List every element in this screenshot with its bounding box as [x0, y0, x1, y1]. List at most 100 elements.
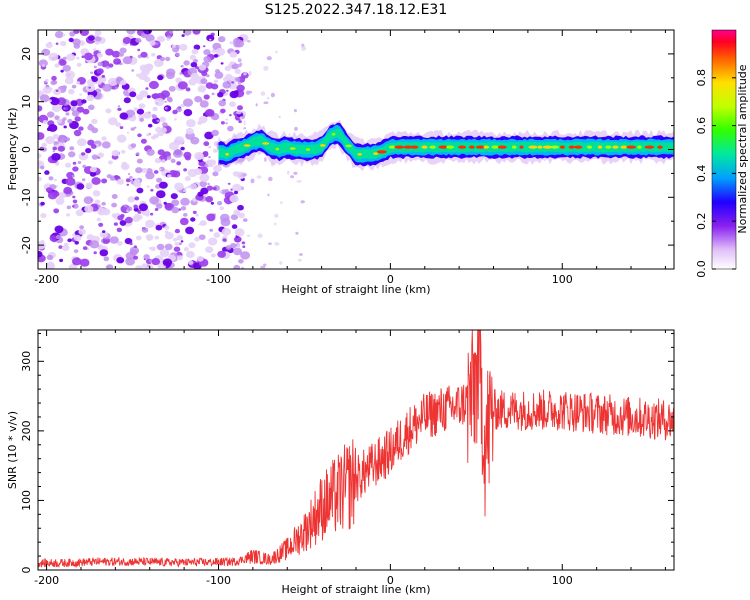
noise-speckle [151, 258, 161, 266]
noise-speckle [46, 261, 55, 269]
ridge-hotspot [605, 145, 612, 149]
ridge-hotspot [376, 150, 387, 154]
noise-speckle [71, 110, 80, 117]
noise-speckle [200, 78, 208, 85]
noise-speckle [76, 62, 82, 67]
noise-speckle [45, 78, 49, 82]
noise-speckle [74, 240, 79, 245]
noise-speckle [62, 33, 66, 37]
noise-speckle [81, 178, 86, 182]
ridge-hotspot [657, 145, 663, 149]
ridge-hotspot [637, 145, 642, 149]
noise-speckle [145, 34, 155, 42]
noise-speckle [130, 43, 133, 46]
noise-speckle [48, 52, 59, 62]
noise-speckle [102, 230, 106, 234]
noise-speckle [64, 107, 69, 111]
noise-speckle [172, 109, 178, 115]
noise-speckle [164, 100, 167, 103]
noise-speckle [136, 73, 140, 77]
noise-speckle [77, 161, 82, 164]
noise-speckle [170, 158, 176, 163]
y-tick-label: 200 [20, 420, 33, 441]
ridge-hotspot [586, 145, 593, 149]
noise-speckle [183, 30, 192, 36]
noise-speckle [200, 187, 209, 195]
noise-speckle [111, 213, 117, 218]
noise-speckle [150, 246, 156, 252]
ridge-hotspot [483, 145, 490, 149]
noise-speckle [147, 123, 153, 128]
noise-speckle [164, 232, 174, 240]
noise-speckle [101, 136, 107, 141]
sparse-speckle [266, 96, 270, 100]
noise-speckle [125, 257, 135, 266]
noise-speckle [66, 53, 76, 61]
ridge-hotspot [357, 153, 362, 156]
noise-speckle [116, 134, 127, 143]
noise-speckle [50, 97, 60, 106]
sparse-speckle [288, 133, 291, 137]
noise-speckle [53, 208, 60, 214]
y-tick-label: 0 [20, 146, 33, 153]
noise-speckle [84, 52, 93, 61]
noise-speckle [146, 95, 151, 99]
noise-speckle [176, 255, 183, 261]
noise-speckle [79, 93, 82, 96]
noise-speckle [140, 138, 147, 144]
noise-speckle [52, 133, 60, 140]
noise-speckle [159, 116, 166, 123]
ridge-hotspot [373, 152, 379, 155]
noise-speckle [93, 48, 97, 51]
snr-ticks: -200 -100 0 100 0 100 200 300 [20, 330, 674, 587]
noise-speckle [233, 209, 241, 216]
noise-speckle [140, 51, 148, 58]
noise-speckle [242, 245, 246, 248]
sparse-speckle [260, 91, 266, 96]
snr-frame [37, 329, 675, 571]
noise-speckle [91, 154, 99, 160]
noise-speckle [129, 91, 137, 98]
noise-speckle [46, 127, 52, 131]
noise-speckle [141, 263, 148, 268]
noise-speckle [217, 92, 224, 98]
noise-speckle [39, 94, 50, 103]
sparse-speckle [257, 233, 263, 238]
noise-speckle [159, 127, 167, 134]
noise-speckle [119, 126, 124, 130]
noise-speckle [151, 52, 156, 57]
noise-speckle [59, 59, 67, 66]
noise-speckle [164, 106, 168, 110]
noise-speckle [222, 81, 232, 89]
noise-speckle [55, 163, 59, 166]
noise-speckle [87, 124, 95, 131]
noise-speckle [171, 44, 176, 49]
noise-speckle [89, 240, 100, 249]
x-tick-label: -200 [34, 574, 59, 587]
sparse-speckle [242, 172, 247, 177]
noise-speckle [225, 122, 228, 125]
noise-speckle [203, 179, 207, 183]
noise-speckle [176, 161, 182, 166]
noise-speckle [178, 169, 181, 172]
noise-speckle [164, 230, 169, 234]
noise-speckle [168, 141, 179, 151]
noise-speckle [84, 205, 94, 213]
sparse-speckle [236, 63, 242, 68]
noise-speckle [217, 201, 223, 206]
noise-speckle [133, 245, 137, 248]
noise-speckle [154, 208, 159, 211]
snr-content [38, 330, 674, 569]
colorbar-gradient [711, 29, 737, 270]
noise-speckle [174, 182, 184, 191]
noise-speckle [153, 170, 159, 174]
noise-speckle [116, 178, 125, 185]
noise-speckle [82, 246, 88, 251]
noise-speckle [183, 247, 189, 252]
noise-speckle [72, 161, 77, 165]
noise-speckle [236, 84, 245, 92]
noise-speckle [119, 220, 127, 226]
noise-speckle [237, 105, 243, 111]
noise-speckle [94, 205, 98, 209]
